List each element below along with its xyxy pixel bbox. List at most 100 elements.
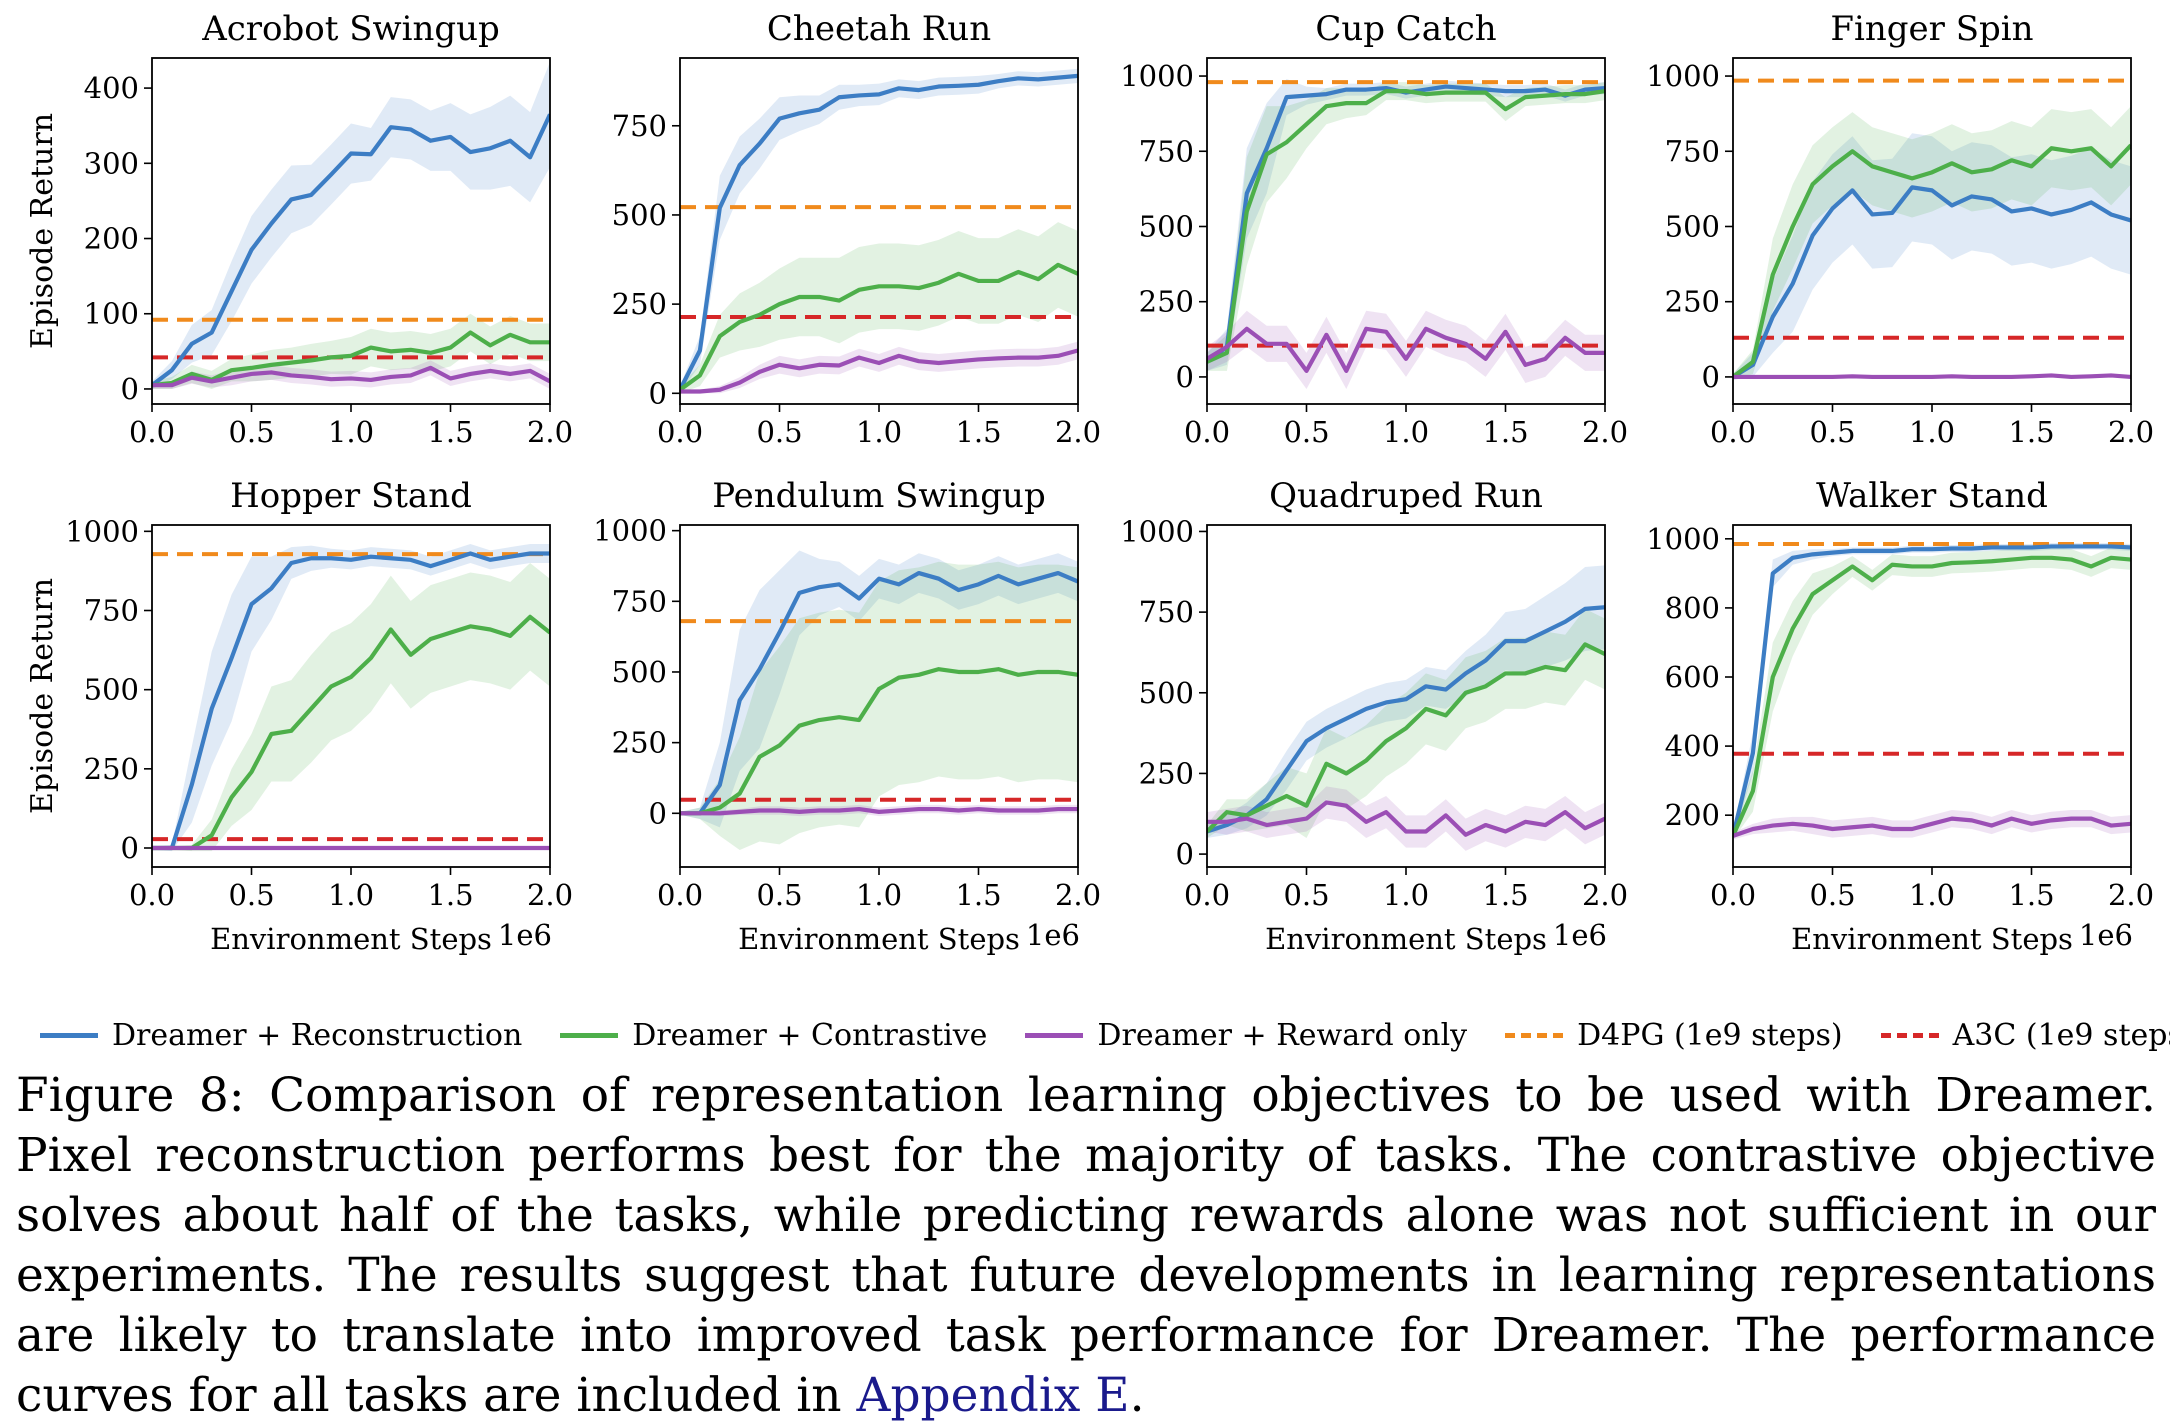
y-tick-label: 750 <box>84 594 139 628</box>
band-recon <box>1207 565 1605 838</box>
x-tick-label: 1.0 <box>1909 415 1955 449</box>
legend-item-reward: Dreamer + Reward only <box>1025 1018 1467 1053</box>
band-reward <box>1207 786 1605 851</box>
series-line-recon <box>152 551 550 851</box>
x-tick-label: 0.0 <box>1184 415 1230 449</box>
x-tick-label: 0.5 <box>228 878 274 912</box>
plot-area <box>1207 565 1605 851</box>
plot-area <box>680 550 1078 851</box>
x-tick-label: 1.5 <box>2008 415 2054 449</box>
x-tick-label: 2.0 <box>527 415 573 449</box>
figure-label: Figure 8: <box>16 1068 245 1123</box>
series-line-recon <box>1733 185 2131 379</box>
x-axis-scale: 1e6 <box>2079 918 2133 952</box>
band-contrastive <box>152 563 550 852</box>
band-recon <box>1733 133 2131 380</box>
legend: Dreamer + Reconstruction Dreamer + Contra… <box>40 1010 2170 1060</box>
x-tick-label: 1.5 <box>427 878 473 912</box>
band-contrastive <box>1207 608 1605 838</box>
series-line-contrastive <box>152 614 550 851</box>
appendix-link[interactable]: Appendix E <box>856 1368 1130 1423</box>
figure-caption: Figure 8: Comparison of representation l… <box>16 1066 2156 1426</box>
x-tick-label: 1.5 <box>1482 878 1528 912</box>
plot-area <box>1207 79 1605 389</box>
series-line-recon <box>1733 544 2131 837</box>
x-tick-label: 1.0 <box>856 415 902 449</box>
legend-label: Dreamer + Reward only <box>1097 1017 1468 1053</box>
x-tick-label: 1.5 <box>955 878 1001 912</box>
series-line-contrastive <box>1733 143 2131 379</box>
x-tick-label: 2.0 <box>2108 878 2154 912</box>
x-tick-label: 1.0 <box>328 878 374 912</box>
y-axis-label: Episode Return <box>25 113 60 349</box>
series-line-reward <box>1207 800 1605 837</box>
x-tick-label: 1.0 <box>1383 415 1429 449</box>
series-line-contrastive <box>680 667 1078 816</box>
y-tick-label: 200 <box>1665 798 1720 832</box>
x-tick-label: 2.0 <box>1582 878 1628 912</box>
plot-area <box>152 544 550 852</box>
x-tick-label: 1.0 <box>856 878 902 912</box>
series-line-contrastive <box>1207 642 1605 834</box>
y-tick-label: 0 <box>121 372 139 406</box>
chart-panel-3: 0.0 0.5 1.0 1.5 2.0 0 250 500 750 1000 Cup Catch <box>1120 9 1628 449</box>
chart-panel-2: 0.0 0.5 1.0 1.5 2.0 0 250 500 750 Cheetah Run <box>612 9 1101 449</box>
chart-title: Hopper Stand <box>230 476 472 516</box>
y-tick-label: 500 <box>84 673 139 707</box>
plot-area <box>152 61 550 389</box>
plot-area <box>1733 78 2131 380</box>
y-tick-label: 0 <box>1176 360 1194 394</box>
series-line-contrastive <box>152 330 550 388</box>
y-tick-label: 750 <box>1139 134 1194 168</box>
x-tick-label: 0.5 <box>1809 878 1855 912</box>
chart-panel-8: 0.0 0.5 1.0 1.5 2.0 200 400 600 800 1000 Walker St… <box>1646 476 2154 956</box>
band-contrastive <box>680 561 1078 851</box>
chart-title: Walker Stand <box>1816 476 2048 516</box>
y-tick-label: 400 <box>84 71 139 105</box>
legend-item-recon: Dreamer + Reconstruction <box>40 1018 522 1053</box>
y-tick-label: 750 <box>1665 134 1720 168</box>
x-axis-label: Environment Steps <box>210 922 492 956</box>
series-line-recon <box>680 73 1078 391</box>
legend-item-a3c: A3C (1e9 steps, proprio) <box>1880 1018 2170 1053</box>
x-tick-label: 0.5 <box>1283 415 1329 449</box>
series-line-reward <box>1733 816 2131 838</box>
y-tick-label: 250 <box>1665 285 1720 319</box>
chart-panel-5: 0.0 0.5 1.0 1.5 2.0 0 250 500 750 1000 Hopper Stan… <box>25 476 573 956</box>
series-line-reward <box>152 365 550 388</box>
x-tick-label: 1.5 <box>955 415 1001 449</box>
x-tick-label: 1.0 <box>328 415 374 449</box>
y-tick-label: 500 <box>612 198 667 232</box>
band-contrastive <box>680 222 1078 394</box>
y-tick-label: 1000 <box>1646 522 1720 556</box>
x-tick-label: 0.0 <box>1710 878 1756 912</box>
y-tick-label: 250 <box>1139 756 1194 790</box>
series-line-reward <box>1733 373 2131 380</box>
band-recon <box>152 61 550 389</box>
y-tick-label: 1000 <box>593 514 667 548</box>
chart-title: Cheetah Run <box>767 9 991 49</box>
x-tick-label: 0.0 <box>129 878 175 912</box>
plot-area <box>1733 542 2131 840</box>
legend-label: D4PG (1e9 steps) <box>1577 1017 1843 1053</box>
figure-grid: 0.0 0.5 1.0 1.5 2.0 0 100 200 300 400 Acrobot Swin… <box>25 9 2154 956</box>
y-tick-label: 0 <box>1702 360 1720 394</box>
x-tick-label: 0.5 <box>1283 878 1329 912</box>
x-tick-label: 0.5 <box>756 415 802 449</box>
series-line-contrastive <box>1733 555 2131 837</box>
band-reward <box>680 341 1078 394</box>
chart-panel-7: 0.0 0.5 1.0 1.5 2.0 0 250 500 750 1000 Quadruped R… <box>1120 476 1628 956</box>
x-tick-label: 1.0 <box>1909 878 1955 912</box>
x-tick-label: 0.0 <box>1710 415 1756 449</box>
legend-swatch-a3c <box>1880 1032 1939 1038</box>
y-tick-label: 500 <box>1139 209 1194 243</box>
x-axis-label: Environment Steps <box>1791 922 2073 956</box>
x-tick-label: 0.0 <box>657 415 703 449</box>
chart-title: Quadruped Run <box>1269 476 1543 516</box>
series-line-contrastive <box>1207 88 1605 364</box>
y-tick-label: 750 <box>612 584 667 618</box>
y-tick-label: 300 <box>84 146 139 180</box>
chart-panel-6: 0.0 0.5 1.0 1.5 2.0 0 250 500 750 1000 Pendulum Sw… <box>593 476 1101 956</box>
series-line-reward <box>680 348 1078 394</box>
x-tick-label: 2.0 <box>1055 415 1101 449</box>
